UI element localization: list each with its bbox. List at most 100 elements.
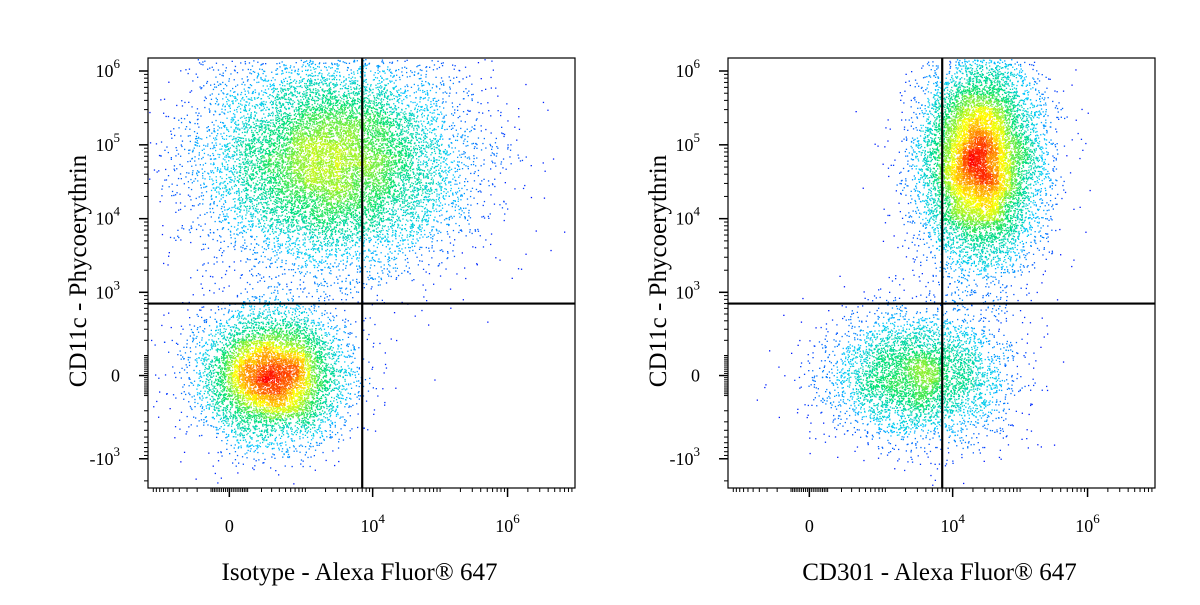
event-point (292, 106, 293, 107)
event-point (226, 213, 227, 214)
event-point (384, 71, 385, 72)
event-point (343, 154, 344, 155)
event-point (308, 225, 309, 226)
event-point (386, 162, 387, 163)
event-point (428, 122, 429, 123)
event-point (317, 66, 318, 67)
event-point (377, 247, 378, 248)
event-point (302, 127, 303, 128)
event-point (474, 173, 475, 174)
event-point (261, 123, 262, 124)
event-point (201, 138, 202, 139)
event-point (413, 114, 414, 115)
event-point (219, 154, 220, 155)
event-point (415, 253, 416, 254)
event-point (438, 164, 439, 165)
event-point (294, 242, 295, 243)
event-point (426, 300, 427, 301)
event-point (342, 269, 343, 270)
event-point (204, 100, 205, 101)
event-point (396, 112, 397, 113)
event-point (326, 231, 327, 232)
event-point (484, 217, 485, 218)
event-point (453, 135, 454, 136)
event-point (401, 151, 402, 152)
event-point (476, 118, 477, 119)
event-point (395, 267, 396, 268)
event-point (252, 173, 253, 174)
event-point (433, 69, 434, 70)
event-point (390, 251, 391, 252)
event-point (178, 178, 179, 179)
event-point (240, 112, 241, 113)
event-point (278, 240, 279, 241)
event-point (365, 116, 366, 117)
event-point (389, 260, 390, 261)
event-point (277, 210, 278, 211)
event-point (313, 240, 314, 241)
event-point (285, 78, 286, 79)
event-point (416, 158, 417, 159)
event-point (493, 70, 494, 71)
event-point (378, 239, 379, 240)
event-point (239, 202, 240, 203)
event-point (453, 78, 454, 79)
event-point (300, 77, 301, 78)
event-point (490, 244, 491, 245)
event-point (249, 201, 250, 202)
event-point (396, 277, 397, 278)
event-point (319, 228, 320, 229)
event-point (340, 131, 341, 132)
event-point (453, 200, 454, 201)
event-point (255, 226, 256, 227)
event-point (383, 62, 384, 63)
event-point (288, 159, 289, 160)
event-point (296, 86, 297, 87)
event-point (399, 152, 400, 153)
event-point (456, 92, 457, 93)
event-point (426, 74, 427, 75)
event-point (281, 223, 282, 224)
event-point (372, 196, 373, 197)
event-point (398, 176, 399, 177)
event-point (312, 258, 313, 259)
event-point (440, 165, 441, 166)
event-point (197, 180, 198, 181)
event-point (389, 142, 390, 143)
event-point (279, 66, 280, 67)
event-point (249, 284, 250, 285)
event-point (175, 212, 176, 213)
event-point (348, 67, 349, 68)
event-point (261, 129, 262, 130)
event-point (339, 263, 340, 264)
event-point (192, 80, 193, 81)
event-point (278, 148, 279, 149)
event-point (313, 113, 314, 114)
event-point (238, 139, 239, 140)
event-point (290, 232, 291, 233)
event-point (288, 224, 289, 225)
event-point (336, 241, 337, 242)
event-point (408, 149, 409, 150)
event-point (334, 262, 335, 263)
event-point (240, 94, 241, 95)
event-point (332, 234, 333, 235)
event-point (391, 338, 392, 339)
event-point (307, 172, 308, 173)
event-point (478, 231, 479, 232)
event-point (440, 82, 441, 83)
event-point (436, 170, 437, 171)
event-point (284, 218, 285, 219)
event-point (265, 63, 266, 64)
event-point (304, 246, 305, 247)
event-point (217, 130, 218, 131)
event-point (365, 107, 366, 108)
event-point (358, 246, 359, 247)
event-point (270, 86, 271, 87)
event-point (233, 165, 234, 166)
event-point (266, 151, 267, 152)
event-point (293, 269, 294, 270)
event-point (379, 92, 380, 93)
event-point (381, 92, 382, 93)
event-point (306, 85, 307, 86)
